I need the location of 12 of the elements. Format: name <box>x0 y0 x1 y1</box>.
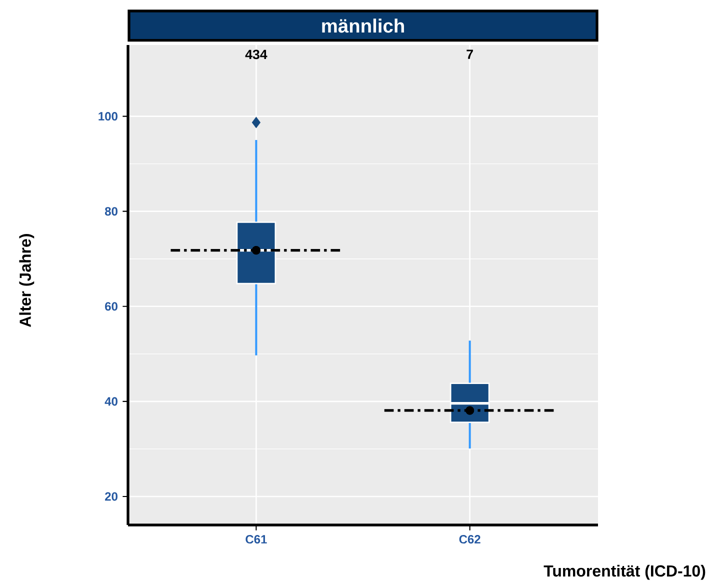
y-tick-label: 60 <box>105 302 118 311</box>
x-tick-label: C61 <box>246 535 267 544</box>
y-tick-label: 20 <box>105 492 118 501</box>
y-axis-title: Alter (Jahre) <box>19 234 34 328</box>
y-tick-label: 40 <box>104 397 118 406</box>
y-tick-label: 80 <box>104 207 118 216</box>
y-tick-label: 100 <box>98 112 118 121</box>
x-axis-title: Tumorentität (ICD-10) <box>544 564 706 580</box>
x-tick-label: C62 <box>459 535 480 544</box>
annotation: 7 <box>466 50 473 59</box>
chart-title: männlich <box>322 18 404 33</box>
annotation: 434 <box>245 50 268 60</box>
